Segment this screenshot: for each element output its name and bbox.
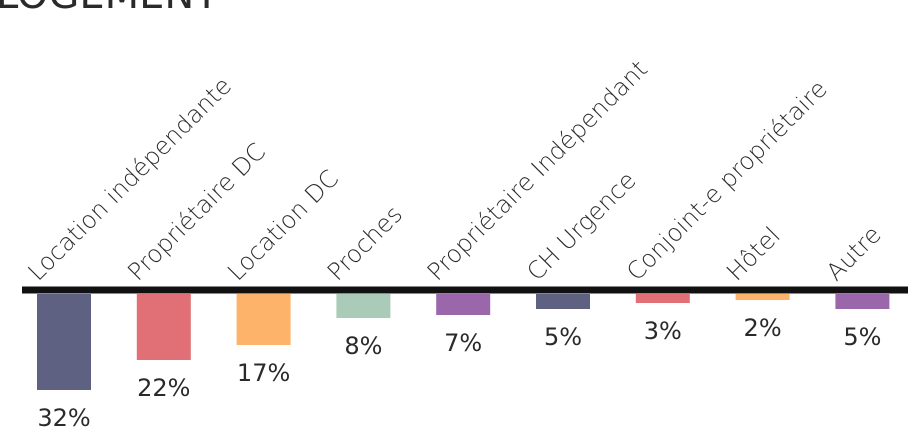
bar: [436, 294, 491, 315]
bar: [635, 294, 690, 303]
category-label: Autre: [821, 220, 887, 286]
bar: [835, 294, 890, 309]
value-label: 22%: [137, 374, 190, 402]
bar: [37, 294, 91, 390]
value-label: 5%: [843, 323, 881, 351]
chart-title: LOGEMENT: [0, 0, 219, 18]
bar: [336, 294, 391, 318]
value-label: 5%: [544, 323, 582, 351]
category-label: Hôtel: [721, 221, 786, 286]
value-label: 32%: [37, 404, 90, 432]
category-label: Conjoint-e propriétaire: [621, 75, 832, 286]
category-label: Proches: [322, 200, 408, 286]
bar: [236, 294, 291, 345]
category-label: Location indépendante: [22, 72, 237, 287]
value-label: 2%: [744, 314, 782, 342]
value-label: 7%: [444, 329, 482, 357]
bar: [136, 294, 191, 360]
bar: [536, 294, 590, 309]
value-label: 8%: [344, 332, 382, 360]
value-label: 17%: [237, 359, 290, 387]
bar: [735, 294, 790, 300]
value-label: 3%: [644, 317, 682, 345]
